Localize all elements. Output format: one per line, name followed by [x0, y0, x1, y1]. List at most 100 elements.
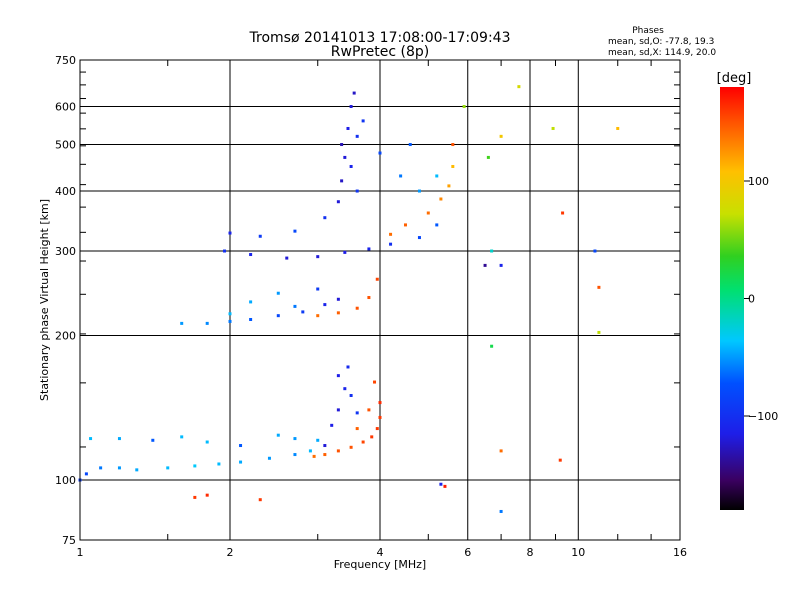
- stats-line-x: mean, sd,X: 114.9, 20.0: [608, 48, 716, 58]
- data-point: [89, 437, 93, 441]
- data-point: [451, 164, 455, 168]
- chart-title: Tromsø 20141013 17:08:00-17:09:43: [249, 30, 511, 46]
- data-point: [389, 242, 393, 246]
- data-point: [293, 453, 297, 457]
- data-point: [375, 427, 379, 431]
- stats-heading: Phases: [632, 26, 664, 36]
- data-point: [205, 493, 209, 497]
- data-point: [499, 263, 503, 267]
- data-points: [78, 85, 620, 513]
- stats-line-o: mean, sd,O: -77.8, 19.3: [608, 37, 714, 47]
- data-point: [367, 247, 371, 251]
- data-point: [373, 380, 377, 384]
- data-point: [293, 437, 297, 441]
- x-tick-label: 6: [464, 546, 471, 559]
- data-point: [435, 174, 439, 178]
- data-point: [276, 433, 280, 437]
- data-point: [558, 458, 562, 462]
- data-point: [355, 134, 359, 138]
- data-point: [355, 189, 359, 193]
- data-point: [367, 408, 371, 412]
- data-point: [217, 462, 221, 466]
- data-point: [336, 449, 340, 453]
- data-point: [316, 287, 320, 291]
- colorbar-tick-label: 100: [748, 175, 769, 188]
- colorbar-label: [deg]: [717, 71, 752, 86]
- colorbar-tick-label: 0: [748, 293, 755, 306]
- y-tick-label: 750: [55, 54, 76, 67]
- data-point: [228, 312, 232, 316]
- data-point: [293, 229, 297, 233]
- data-point: [323, 303, 327, 307]
- data-point: [285, 256, 289, 260]
- data-point: [239, 444, 243, 448]
- data-point: [330, 423, 334, 427]
- data-point: [361, 119, 365, 123]
- x-tick-label: 1: [77, 546, 84, 559]
- y-tick-label: 100: [55, 474, 76, 487]
- data-point: [349, 394, 353, 398]
- data-point: [228, 319, 232, 323]
- y-tick-label: 600: [55, 101, 76, 114]
- data-point: [323, 216, 327, 220]
- data-point: [399, 174, 403, 178]
- data-point: [239, 460, 243, 464]
- data-point: [308, 449, 312, 453]
- data-point: [258, 234, 262, 238]
- data-point: [180, 435, 184, 439]
- data-point: [117, 437, 121, 441]
- data-point: [336, 200, 340, 204]
- data-point: [355, 411, 359, 415]
- data-point: [340, 179, 344, 183]
- data-point: [352, 91, 356, 95]
- x-tick-label: 4: [377, 546, 384, 559]
- data-point: [193, 495, 197, 499]
- data-point: [336, 311, 340, 315]
- y-tick-label: 75: [62, 534, 76, 547]
- data-point: [316, 255, 320, 259]
- data-point: [323, 453, 327, 457]
- x-tick-label: 16: [673, 546, 687, 559]
- data-point: [276, 314, 280, 318]
- data-point: [378, 415, 382, 419]
- data-point: [378, 401, 382, 405]
- data-point: [343, 387, 347, 391]
- data-point: [361, 440, 365, 444]
- data-point: [389, 232, 393, 236]
- data-point: [343, 250, 347, 254]
- y-tick-label: 300: [55, 245, 76, 258]
- data-point: [151, 438, 155, 442]
- plot-frame: [79, 59, 681, 541]
- data-point: [180, 321, 184, 325]
- data-point: [443, 484, 447, 488]
- y-tick-label: 400: [55, 185, 76, 198]
- data-point: [135, 468, 139, 472]
- data-point: [84, 472, 88, 476]
- data-point: [228, 231, 232, 235]
- data-point: [276, 291, 280, 295]
- chart-subtitle: RwPretec (8p): [331, 44, 429, 60]
- data-point: [323, 444, 327, 448]
- data-point: [447, 184, 451, 188]
- data-point: [316, 438, 320, 442]
- colorbar-tick-label: −100: [748, 410, 778, 423]
- grid-layer: [80, 60, 680, 540]
- data-point: [355, 306, 359, 310]
- data-point: [340, 143, 344, 147]
- data-point: [346, 365, 350, 369]
- data-point: [301, 310, 305, 314]
- data-point: [117, 466, 121, 470]
- data-point: [355, 427, 359, 431]
- data-point: [597, 285, 601, 289]
- data-point: [349, 164, 353, 168]
- data-point: [370, 435, 374, 439]
- data-point: [249, 317, 253, 321]
- data-point: [499, 449, 503, 453]
- data-point: [483, 263, 487, 267]
- tick-labels: 1 2 4 6 8 10 16 75 100 200 300 400 500 600 750: [55, 54, 687, 559]
- y-axis-label: Stationary phase Virtual Height [km]: [38, 199, 51, 401]
- data-point: [593, 249, 597, 253]
- data-point: [408, 143, 412, 147]
- data-point: [439, 482, 443, 486]
